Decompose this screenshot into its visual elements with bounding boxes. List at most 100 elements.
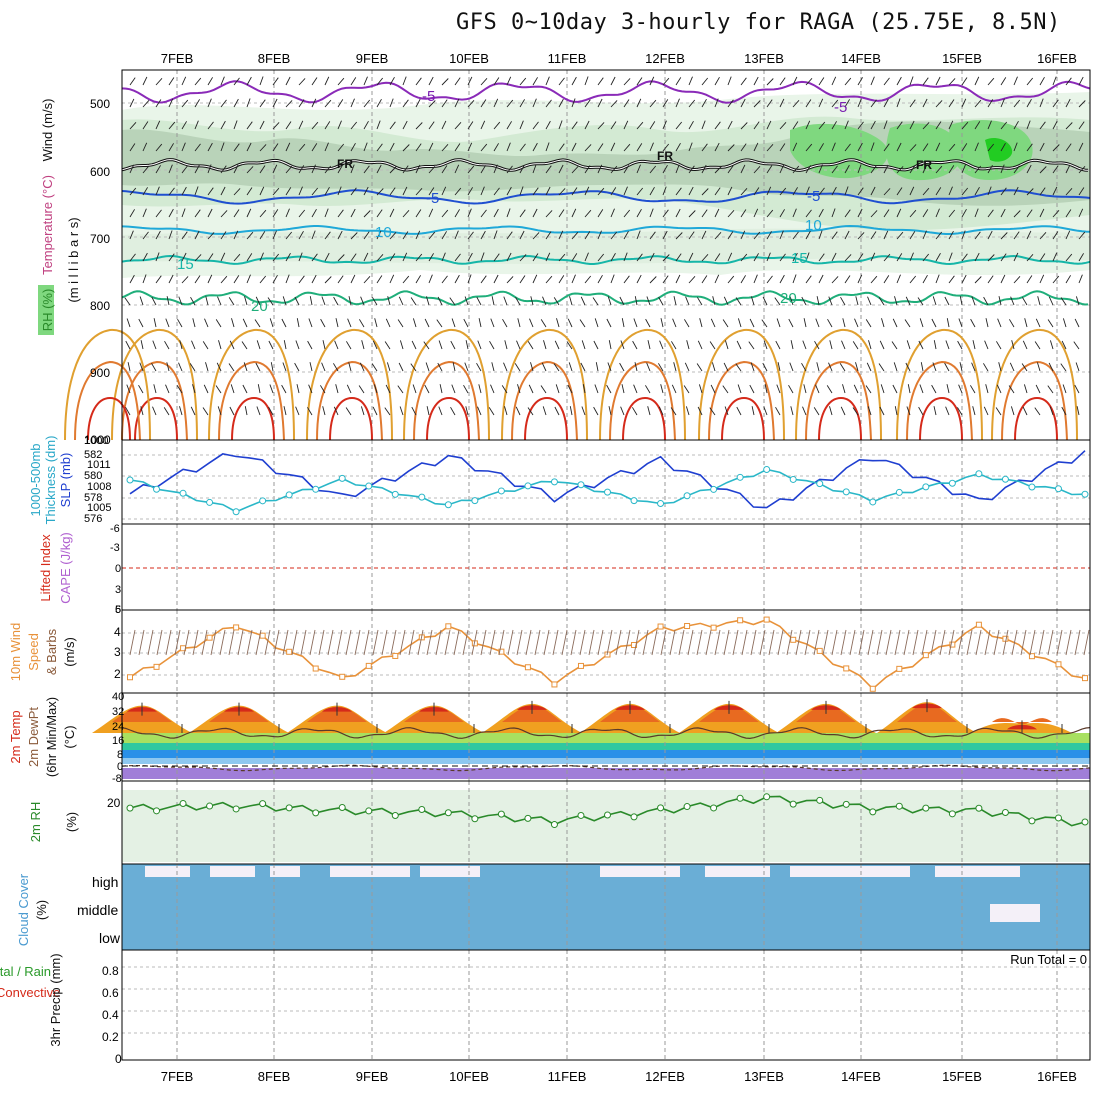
wind10-line-point [445, 623, 452, 630]
ylabel-cape: CAPE (J/kg) [58, 532, 73, 604]
contour-label: -5 [426, 190, 439, 207]
wind10-barb [822, 629, 829, 656]
wind-barb [597, 164, 603, 174]
wind-barb [337, 143, 345, 152]
date-label: 15FEB [942, 1069, 982, 1084]
wind-barb [818, 208, 824, 218]
wind-barb [415, 253, 423, 262]
wind-barb [126, 318, 131, 328]
wind-barb [410, 297, 417, 306]
wind-barb [376, 209, 383, 218]
wind-barb [701, 253, 709, 262]
wind-barb [1026, 120, 1031, 130]
wind-barb [1039, 253, 1046, 262]
thickness-line-point [975, 470, 983, 478]
wind-barb [805, 252, 810, 262]
wind-barb [1039, 166, 1047, 174]
wind-barb [828, 296, 833, 306]
wind10-barb [660, 629, 667, 656]
wind10-barb [912, 629, 919, 656]
wind-barb [987, 209, 994, 218]
wind-barb [285, 76, 291, 86]
wind-barb [857, 208, 863, 218]
thickness-line-point [604, 488, 611, 496]
wind10-line-point [498, 648, 505, 655]
wind-barb [129, 253, 136, 262]
wind-barb [454, 143, 461, 152]
wind-barb [454, 121, 462, 130]
wind-barb [857, 253, 864, 262]
date-label: 9FEB [356, 1069, 389, 1084]
wind-barb [350, 253, 357, 262]
thickness-line-point [1081, 490, 1089, 498]
contour-25 [403, 328, 490, 441]
date-label: 14FEB [841, 51, 881, 66]
rh2m-line-point [497, 810, 505, 818]
wind-barb [140, 406, 144, 416]
wind-barb [493, 187, 500, 196]
wind-barb [1075, 362, 1080, 372]
wind-barb [155, 275, 162, 284]
thickness-line-point [948, 479, 956, 487]
temp-tick: 0 [117, 761, 123, 773]
thickness-line-point [153, 485, 161, 493]
wind-barb [671, 341, 677, 350]
wind-barb [558, 164, 564, 174]
wind-barb [506, 276, 514, 284]
rh2m-line-point [895, 802, 903, 810]
wind-barb [997, 318, 1002, 328]
wind-barb [775, 406, 781, 416]
wind-barb [402, 231, 409, 240]
wind-barb [415, 275, 421, 284]
wind-barb [987, 143, 995, 152]
wind-barb [384, 407, 391, 416]
wind-barb [701, 164, 707, 174]
wind-barb [1039, 121, 1046, 130]
wind-barb [909, 231, 916, 240]
wind-barb [215, 319, 222, 328]
wind-barb [779, 164, 785, 174]
thickness-line-point [285, 491, 293, 499]
wind-barb [402, 252, 408, 262]
wind-barb [490, 318, 495, 328]
wind-barb [597, 230, 602, 240]
wind-barb [623, 186, 628, 196]
wind-barb [1000, 253, 1007, 262]
wind-barb [311, 208, 317, 218]
wind-barb [905, 362, 911, 372]
wind-barb [1000, 164, 1005, 174]
wind-barb [697, 297, 703, 306]
wind-barb [372, 406, 378, 416]
wind-barb [985, 384, 989, 394]
contour-35 [329, 396, 373, 441]
wind-barb [805, 99, 812, 108]
wind-barb [192, 384, 196, 394]
wind-barb [1000, 187, 1007, 196]
wind-barb [649, 276, 657, 284]
wind-barb [168, 253, 175, 262]
ylabel-cloud-pct: (%) [34, 900, 49, 920]
wind-barb [231, 318, 235, 328]
rh2m-line-point [285, 804, 293, 812]
wind-barb [322, 340, 326, 350]
wind-barb [1010, 406, 1015, 416]
wind10-ticks: 4 3 2 [114, 625, 121, 681]
wind-barb [1062, 384, 1067, 394]
wind-barb [178, 296, 183, 306]
wind-barb [675, 142, 681, 152]
wind-barb [519, 275, 526, 284]
wind-barb [567, 384, 573, 394]
wind-barb [619, 362, 625, 372]
wind-barb [246, 187, 253, 196]
temp-band [122, 750, 1090, 758]
wind-barb [827, 318, 833, 328]
wind-barb [389, 231, 397, 240]
cloud-fill [122, 864, 1090, 950]
wind-barb [298, 209, 306, 218]
wind-barb [1026, 98, 1032, 108]
wind10-barb [903, 629, 910, 656]
wind-barb [935, 231, 943, 240]
wind-barb [961, 121, 969, 130]
thickness-line-point [365, 482, 373, 490]
wind-barb [896, 274, 901, 284]
